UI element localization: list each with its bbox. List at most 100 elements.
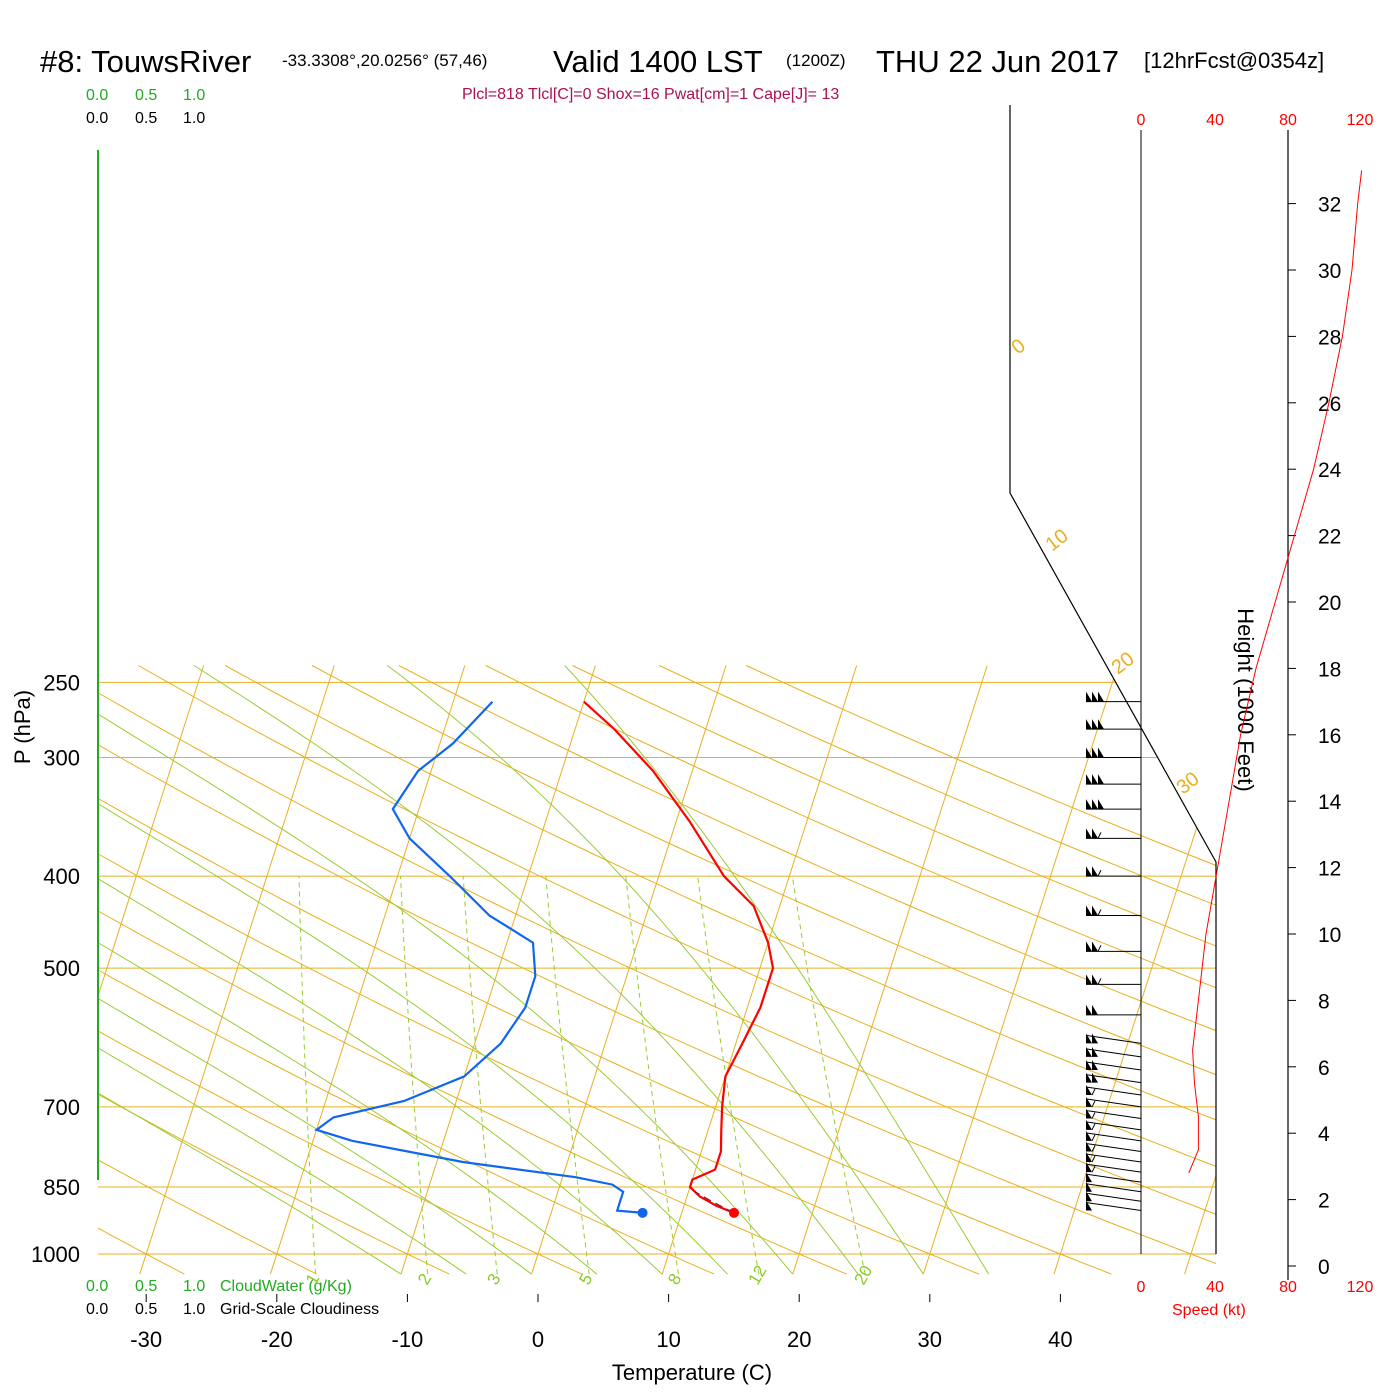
wind-barb bbox=[1085, 1181, 1142, 1193]
cloudwater-tick: 1.0 bbox=[183, 1278, 205, 1295]
mixing-ratio-line bbox=[462, 876, 498, 1275]
mixing-ratio-line bbox=[697, 876, 760, 1275]
temperature-tick: 0 bbox=[532, 1327, 544, 1352]
cloudiness-tick: 0.5 bbox=[135, 110, 157, 127]
cloudiness-label: Grid-Scale Cloudiness bbox=[220, 1301, 379, 1318]
wind-barb-flag bbox=[1092, 974, 1098, 985]
wind-barb-flag bbox=[1092, 1033, 1098, 1044]
surface-temperature-dot bbox=[728, 1207, 739, 1218]
height-tick: 28 bbox=[1318, 326, 1341, 349]
isotherm-line bbox=[139, 665, 335, 1275]
temperature-tick: 20 bbox=[787, 1327, 811, 1352]
height-tick: 22 bbox=[1318, 526, 1341, 549]
wind-barb bbox=[1086, 747, 1141, 759]
speed-tick: 40 bbox=[1206, 1279, 1224, 1296]
wind-barb bbox=[1085, 1072, 1142, 1084]
wind-barb-flag bbox=[1086, 866, 1092, 877]
height-tick: 0 bbox=[1318, 1256, 1330, 1279]
wind-barb-flag bbox=[1092, 941, 1098, 952]
cloudwater-tick: 0.5 bbox=[135, 87, 157, 104]
wind-barb-staff bbox=[1085, 1143, 1142, 1153]
wind-barb bbox=[1086, 691, 1141, 703]
cloudwater-label: CloudWater (g/Kg) bbox=[220, 1278, 352, 1295]
wind-barb bbox=[1085, 1130, 1142, 1142]
speed-tick: 120 bbox=[1347, 1279, 1374, 1296]
wind-barb-flag bbox=[1092, 1004, 1098, 1015]
wind-barb-flag bbox=[1086, 799, 1092, 810]
sounding-profiles bbox=[314, 170, 1363, 1218]
wind-barb-flag bbox=[1098, 691, 1104, 702]
wind-barb bbox=[1085, 1119, 1142, 1131]
moist-adiabat-line bbox=[98, 665, 663, 1275]
isotherm-line bbox=[1184, 665, 1216, 1275]
height-tick: 8 bbox=[1318, 990, 1330, 1013]
wind-barb-flag bbox=[1092, 719, 1098, 730]
isotherm-label-upper: 30 bbox=[1173, 768, 1204, 799]
cloudwater-tick: 0.0 bbox=[86, 87, 108, 104]
wind-barb-staff bbox=[1085, 1121, 1142, 1131]
mixing-ratio-line bbox=[400, 876, 429, 1275]
dry-adiabat-line bbox=[745, 665, 1216, 1275]
wind-barb bbox=[1085, 1191, 1142, 1202]
wind-barb-staff bbox=[1085, 1192, 1142, 1202]
background-lines bbox=[98, 665, 1216, 1275]
dry-adiabat-line bbox=[659, 665, 1216, 1275]
wind-speed-profile bbox=[1188, 170, 1363, 1174]
wind-barb bbox=[1086, 866, 1141, 877]
wind-barb-flag bbox=[1086, 1191, 1092, 1202]
wind-barb-flag bbox=[1086, 1059, 1092, 1070]
speed-tick: 0 bbox=[1137, 1279, 1146, 1296]
wind-barb bbox=[1086, 799, 1141, 810]
wind-barb-flag bbox=[1092, 799, 1098, 810]
moist-adiabat-line bbox=[98, 665, 728, 1275]
height-tick: 32 bbox=[1318, 194, 1341, 217]
wind-barb-staff bbox=[1085, 1153, 1142, 1163]
isotherm-label-upper: 20 bbox=[1108, 648, 1139, 679]
wind-barb-flag bbox=[1092, 1072, 1098, 1083]
pressure-tick: 850 bbox=[43, 1175, 80, 1200]
title-forecast: [12hrFcst@0354z] bbox=[1144, 48, 1324, 73]
wind-barb bbox=[1086, 719, 1141, 730]
wind-barb-flag bbox=[1086, 1162, 1092, 1173]
mixing-ratio-label: 5 bbox=[575, 1270, 596, 1288]
wind-barb bbox=[1086, 1004, 1141, 1016]
wind-barb-flag bbox=[1086, 905, 1092, 916]
height-tick: 14 bbox=[1318, 791, 1342, 814]
speed-axis-label: Speed (kt) bbox=[1172, 1302, 1246, 1319]
isotherm-line bbox=[98, 665, 205, 1275]
wind-barb-half bbox=[1091, 1165, 1096, 1173]
cloud-scale-bottom: 0.0 0.5 1.0 CloudWater (g/Kg) 0.0 0.5 1.… bbox=[86, 1278, 379, 1318]
temperature-tick: 30 bbox=[918, 1327, 942, 1352]
cloudiness-tick: 1.0 bbox=[183, 110, 205, 127]
cloudiness-tick: 0.0 bbox=[86, 1301, 108, 1318]
cloudwater-tick: 1.0 bbox=[183, 87, 205, 104]
wind-barb-flag bbox=[1098, 799, 1104, 810]
wind-barb bbox=[1085, 1200, 1142, 1212]
pressure-tick: 1000 bbox=[31, 1242, 80, 1267]
pressure-tick-labels: 250 300 400 500 700 850 1000 bbox=[31, 670, 80, 1267]
wind-barb bbox=[1085, 1162, 1142, 1173]
height-tick: 12 bbox=[1318, 858, 1341, 881]
wind-barb-flag bbox=[1086, 691, 1092, 702]
speed-axis-ticks-bottom: 0 40 80 120 bbox=[1137, 1279, 1374, 1296]
wind-barb-staff bbox=[1085, 1034, 1142, 1044]
moist-adiabat-line bbox=[387, 665, 924, 1275]
wind-barb-flag bbox=[1086, 1108, 1092, 1119]
cloudwater-tick: 0.0 bbox=[86, 1278, 108, 1295]
isotherm-line bbox=[922, 665, 1119, 1275]
wind-barb bbox=[1086, 974, 1141, 985]
pressure-tick: 500 bbox=[43, 956, 80, 981]
temperature-profile bbox=[583, 700, 775, 1214]
wind-barb-flag bbox=[1086, 1141, 1092, 1152]
isotherm-label-upper: 0 bbox=[1008, 335, 1030, 359]
dry-adiabat-line bbox=[572, 665, 1216, 1275]
pressure-tick: 700 bbox=[43, 1095, 80, 1120]
moist-adiabat-line bbox=[193, 665, 859, 1275]
wind-barb-flag bbox=[1086, 1072, 1092, 1083]
wind-barb-flag bbox=[1086, 1200, 1092, 1211]
mixing-ratio-line bbox=[298, 876, 316, 1275]
height-tick: 26 bbox=[1318, 393, 1341, 416]
pressure-tick: 250 bbox=[43, 670, 80, 695]
wind-barb bbox=[1086, 774, 1141, 785]
